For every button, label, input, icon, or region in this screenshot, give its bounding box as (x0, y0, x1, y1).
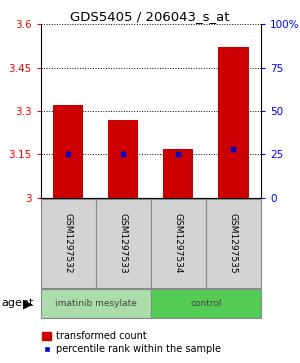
Text: GSM1297535: GSM1297535 (229, 213, 238, 274)
Bar (163, 149, 194, 198)
Bar (108, 120, 138, 198)
Text: GSM1297534: GSM1297534 (174, 213, 183, 274)
Text: ▶: ▶ (23, 297, 32, 310)
Text: GDS5405 / 206043_s_at: GDS5405 / 206043_s_at (70, 10, 230, 23)
Bar (53, 105, 83, 198)
Text: GSM1297532: GSM1297532 (64, 213, 73, 274)
Text: GSM1297533: GSM1297533 (119, 213, 128, 274)
Text: control: control (190, 299, 222, 308)
Text: imatinib mesylate: imatinib mesylate (55, 299, 136, 308)
Legend: transformed count, percentile rank within the sample: transformed count, percentile rank withi… (38, 327, 225, 358)
Text: agent: agent (2, 298, 34, 309)
Bar (218, 48, 249, 198)
